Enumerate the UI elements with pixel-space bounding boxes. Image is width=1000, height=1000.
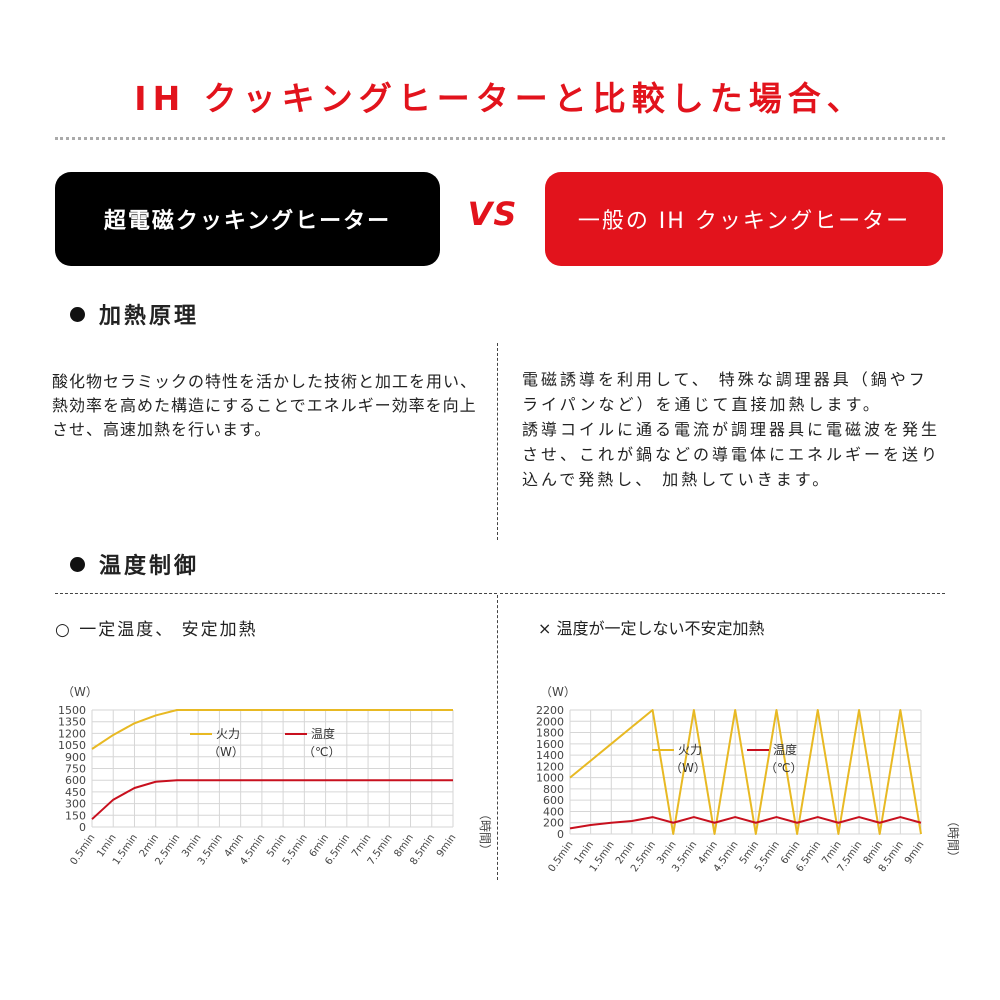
- heating-principle-title: 加熱原理: [99, 304, 200, 329]
- legend-power-label: 火力: [678, 743, 702, 757]
- bullet-icon: [70, 306, 85, 322]
- y-tick-label: 300: [65, 798, 86, 811]
- heating-right-text: 電磁誘導を利用して、 特殊な調理器具（鍋やフライパンなど）を通じて直接加熱します…: [522, 367, 942, 492]
- temperature-control-heading: 温度制御: [70, 548, 199, 580]
- y-tick-label: 1600: [536, 738, 564, 751]
- temperature-control-title: 温度制御: [99, 554, 200, 579]
- divider: [55, 137, 945, 140]
- legend-temperature-label: 温度: [773, 742, 797, 757]
- power-series-line: [91, 709, 453, 750]
- heating-left-text: 酸化物セラミックの特性を活かした技術と加工を用い、熱効率を高めた構造にすることで…: [52, 372, 478, 439]
- x-axis-label: （時間）: [946, 815, 960, 863]
- y-tick-label: 0: [79, 821, 86, 834]
- y-axis-label: （W）: [540, 685, 576, 699]
- x-axis-label: （時間）: [478, 808, 492, 856]
- y-tick-label: 1200: [58, 727, 86, 740]
- unstable-heating-caption: × 温度が一定しない不安定加熱: [538, 619, 765, 638]
- x-tick-label: 9min: [903, 839, 926, 866]
- y-tick-label: 600: [543, 794, 564, 807]
- y-tick-label: 1200: [536, 760, 564, 773]
- stable-heating-caption: ○ 一定温度、 安定加熱: [55, 620, 258, 640]
- y-tick-label: 1800: [536, 727, 564, 740]
- x-tick-label: 0.5min: [69, 832, 98, 867]
- y-tick-label: 2000: [536, 715, 564, 728]
- y-tick-label: 150: [65, 809, 86, 822]
- y-tick-label: 2200: [536, 704, 564, 717]
- power-series-line: [569, 709, 922, 835]
- y-tick-label: 800: [543, 783, 564, 796]
- heating-right-text-2: 誘導コイルに通る電流が調理器具に電磁波を発生させ、これが鍋などの導電体にエネルギ…: [522, 420, 941, 489]
- y-tick-label: 450: [65, 786, 86, 799]
- y-tick-label: 750: [65, 763, 86, 776]
- temperature-series-line: [91, 779, 453, 820]
- x-tick-label: 9min: [435, 832, 458, 859]
- y-tick-label: 1050: [58, 739, 86, 752]
- legend-power-label: 火力: [216, 727, 240, 741]
- y-tick-label: 600: [65, 774, 86, 787]
- y-tick-label: 1000: [536, 772, 564, 785]
- heating-principle-heading: 加熱原理: [70, 298, 199, 330]
- legend-power-unit: （W）: [208, 745, 244, 759]
- column-divider: [497, 595, 498, 880]
- heating-right-text-1: 電磁誘導を利用して、 特殊な調理器具（鍋やフライパンなど）を通じて直接加熱します…: [522, 370, 928, 414]
- divider: [500, 593, 945, 594]
- unstable-heating-chart: 0200400600800100012001400160018002000220…: [536, 685, 960, 874]
- legend-temperature-unit: （℃）: [765, 761, 802, 775]
- ih-heater-badge: 一般の IH クッキングヒーター: [545, 172, 943, 266]
- ih-heater-label: 一般の IH クッキングヒーター: [577, 209, 911, 234]
- y-tick-label: 1350: [58, 716, 86, 729]
- vs-label: VS: [467, 195, 518, 233]
- y-tick-label: 1400: [536, 749, 564, 762]
- y-tick-label: 900: [65, 751, 86, 764]
- x-tick-label: 0.5min: [547, 839, 576, 874]
- column-divider: [497, 343, 498, 540]
- temperature-series-line: [569, 816, 922, 830]
- legend-power-unit: （W）: [670, 761, 706, 775]
- super-induction-heater-badge: 超電磁クッキングヒーター: [55, 172, 440, 266]
- page-title: IH クッキングヒーターと比較した場合、: [134, 79, 866, 118]
- y-tick-label: 1500: [58, 704, 86, 717]
- legend-temperature-label: 温度: [311, 726, 335, 741]
- super-induction-heater-label: 超電磁クッキングヒーター: [103, 209, 392, 234]
- legend-temperature-unit: （℃）: [303, 745, 340, 759]
- y-axis-label: （W）: [62, 685, 98, 699]
- y-tick-label: 0: [557, 828, 564, 841]
- bullet-icon: [70, 556, 85, 572]
- y-tick-label: 400: [543, 805, 564, 818]
- divider: [55, 593, 497, 594]
- y-tick-label: 200: [543, 817, 564, 830]
